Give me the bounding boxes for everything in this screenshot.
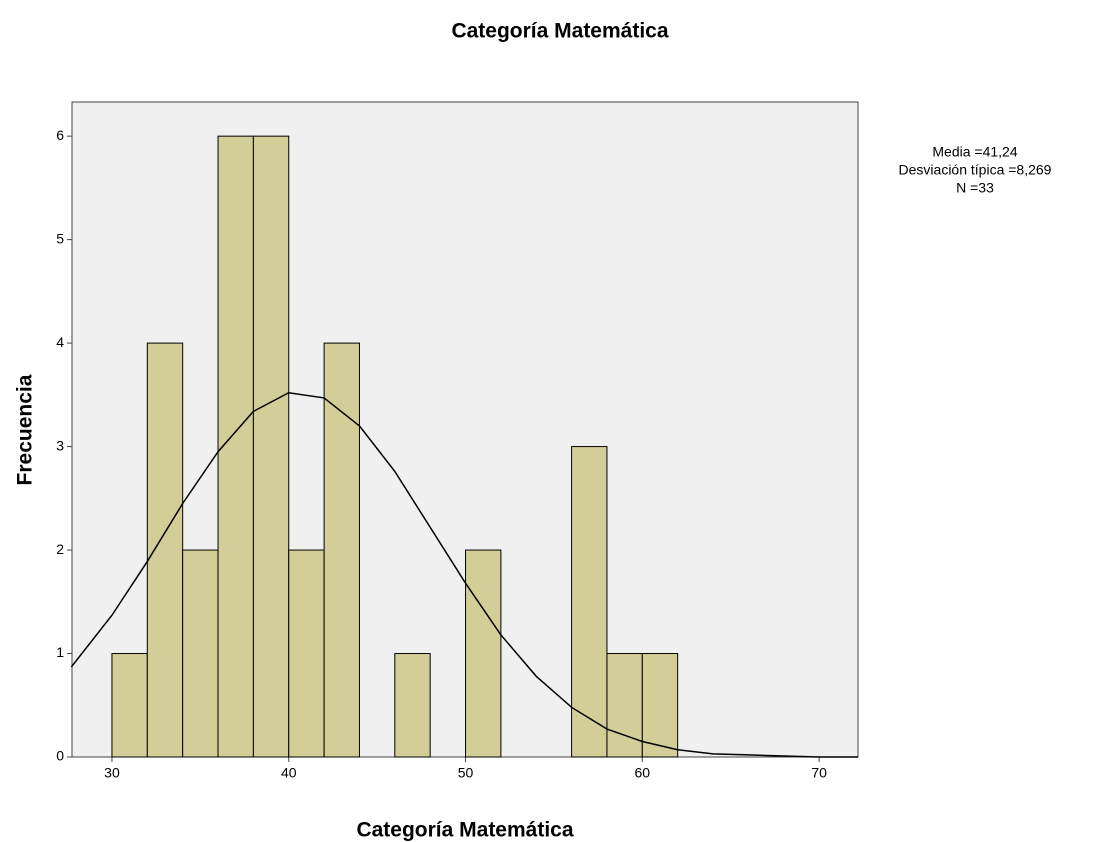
bar xyxy=(288,549,325,758)
stat-text: Desviación típica =8,269 xyxy=(899,162,1052,178)
chart-title: Categoría Matemática xyxy=(451,20,668,43)
x-tick-label: 70 xyxy=(811,765,827,781)
bar xyxy=(571,446,608,758)
y-axis-label: Frecuencia xyxy=(14,374,37,485)
x-tick-label: 50 xyxy=(458,765,474,781)
x-tick-label: 60 xyxy=(635,765,651,781)
bar xyxy=(606,653,643,758)
bar xyxy=(217,135,254,758)
bar xyxy=(641,653,679,758)
stat-text: N =33 xyxy=(956,180,994,196)
bar xyxy=(323,342,360,758)
normal-curve xyxy=(70,391,858,758)
y-tick-label: 5 xyxy=(56,230,64,246)
bar xyxy=(182,549,219,758)
bar xyxy=(465,549,502,758)
x-tick-label: 40 xyxy=(281,765,297,781)
stat-text: Media =41,24 xyxy=(932,144,1017,160)
y-tick-label: 2 xyxy=(56,541,64,557)
y-tick-label: 4 xyxy=(56,334,64,350)
y-tick-label: 1 xyxy=(56,644,64,660)
bar xyxy=(111,653,148,758)
y-tick-label: 3 xyxy=(56,437,64,453)
y-tick-label: 6 xyxy=(56,127,64,143)
bar xyxy=(252,135,290,758)
x-tick-label: 30 xyxy=(104,765,120,781)
y-tick-label: 0 xyxy=(56,748,64,764)
bar xyxy=(394,653,431,758)
bar xyxy=(146,342,184,758)
x-axis-label: Categoría Matemática xyxy=(356,819,573,842)
